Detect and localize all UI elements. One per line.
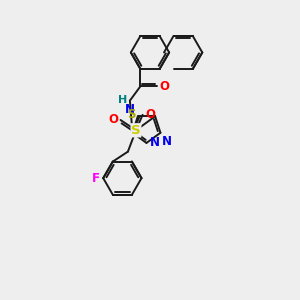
Text: F: F (92, 172, 100, 184)
Text: S: S (131, 124, 141, 137)
Text: N: N (149, 136, 159, 149)
Text: O: O (145, 108, 155, 121)
Text: O: O (159, 80, 169, 93)
Text: O: O (108, 113, 118, 127)
Text: N: N (162, 135, 172, 148)
Text: N: N (125, 103, 135, 116)
Text: S: S (127, 108, 135, 121)
Text: H: H (118, 94, 127, 104)
